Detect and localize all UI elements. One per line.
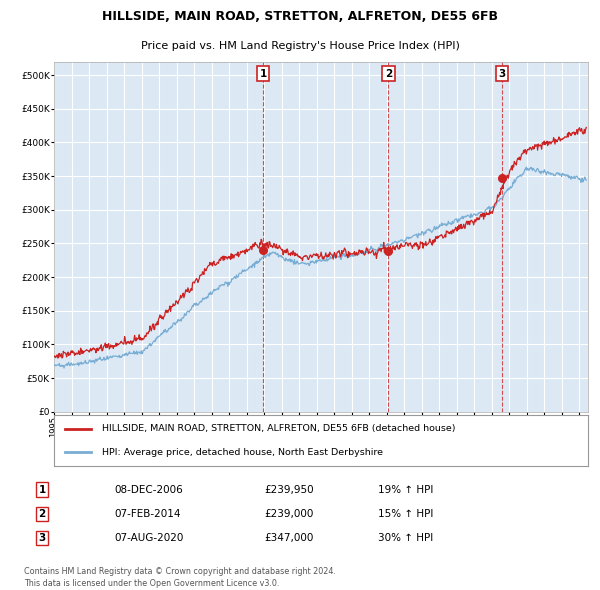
Text: HILLSIDE, MAIN ROAD, STRETTON, ALFRETON, DE55 6FB: HILLSIDE, MAIN ROAD, STRETTON, ALFRETON,… — [102, 11, 498, 24]
Text: 1: 1 — [259, 68, 266, 78]
Text: 2: 2 — [385, 68, 392, 78]
Text: Contains HM Land Registry data © Crown copyright and database right 2024.: Contains HM Land Registry data © Crown c… — [24, 568, 336, 576]
Text: £239,950: £239,950 — [264, 485, 314, 495]
Text: This data is licensed under the Open Government Licence v3.0.: This data is licensed under the Open Gov… — [24, 579, 280, 588]
Text: 07-FEB-2014: 07-FEB-2014 — [114, 509, 181, 519]
Text: 3: 3 — [38, 533, 46, 543]
Text: 19% ↑ HPI: 19% ↑ HPI — [378, 485, 433, 495]
Text: 15% ↑ HPI: 15% ↑ HPI — [378, 509, 433, 519]
Text: Price paid vs. HM Land Registry's House Price Index (HPI): Price paid vs. HM Land Registry's House … — [140, 41, 460, 51]
Text: 30% ↑ HPI: 30% ↑ HPI — [378, 533, 433, 543]
Text: £239,000: £239,000 — [264, 509, 313, 519]
Text: 2: 2 — [38, 509, 46, 519]
Text: 3: 3 — [499, 68, 506, 78]
Text: 1: 1 — [38, 485, 46, 495]
Text: 08-DEC-2006: 08-DEC-2006 — [114, 485, 183, 495]
Text: £347,000: £347,000 — [264, 533, 313, 543]
Text: 07-AUG-2020: 07-AUG-2020 — [114, 533, 184, 543]
Text: HILLSIDE, MAIN ROAD, STRETTON, ALFRETON, DE55 6FB (detached house): HILLSIDE, MAIN ROAD, STRETTON, ALFRETON,… — [102, 424, 455, 433]
Text: HPI: Average price, detached house, North East Derbyshire: HPI: Average price, detached house, Nort… — [102, 448, 383, 457]
